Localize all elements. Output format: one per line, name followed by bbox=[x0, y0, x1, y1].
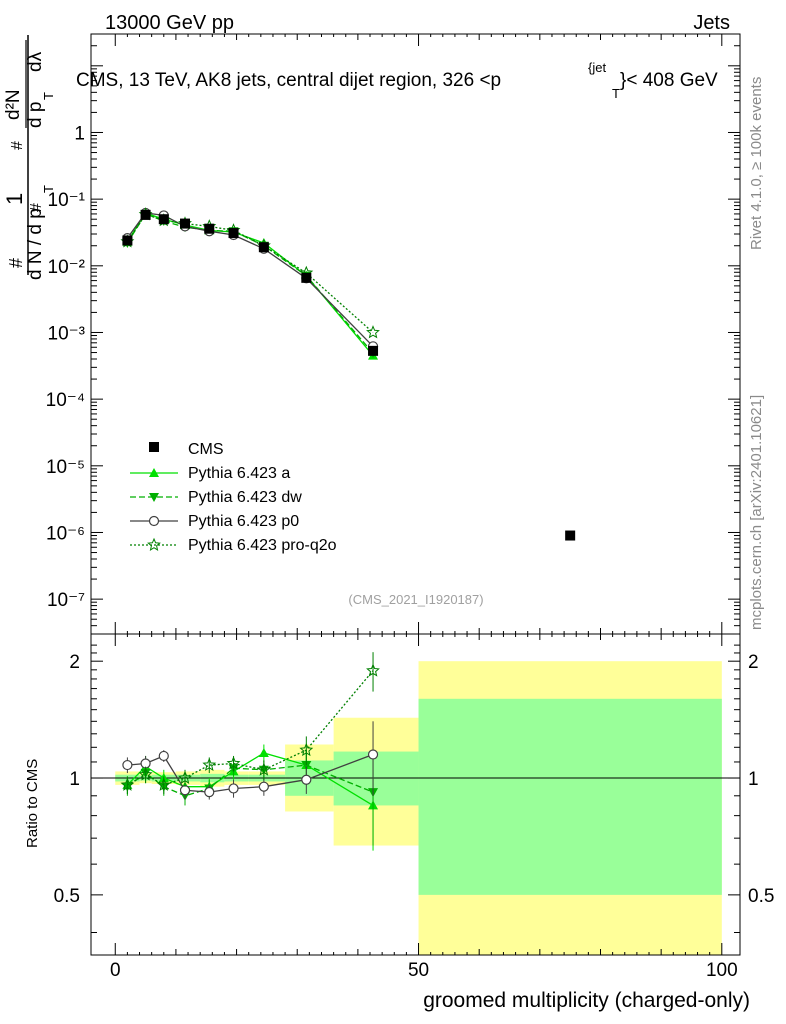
data-point-star bbox=[256, 762, 271, 776]
data-point-cms bbox=[149, 442, 159, 452]
data-point-tri-down bbox=[149, 493, 159, 502]
ratio-y-tick-label: 1 bbox=[69, 769, 80, 790]
ratio-y-tick-label-right: 1 bbox=[748, 769, 759, 790]
data-point-tri-up bbox=[149, 468, 159, 477]
y-tick-label: 10⁻² bbox=[48, 257, 86, 278]
y-tick-label: 10⁻⁷ bbox=[47, 590, 85, 611]
plot-title-subscript: T bbox=[612, 86, 620, 101]
data-point-cms bbox=[301, 272, 312, 283]
data-point-cms bbox=[368, 345, 379, 356]
legend: CMS Pythia 6.423 a Pythia 6.423 dw Pythia 6… bbox=[130, 441, 337, 554]
y-tick-label: 10⁻¹ bbox=[48, 190, 86, 211]
plot-title: CMS, 13 TeV, AK8 jets, central dijet reg… bbox=[76, 60, 718, 101]
ylabel-numerator-den: d p bbox=[25, 102, 46, 128]
series-line bbox=[126, 212, 374, 357]
y-tick-label: 1 bbox=[74, 123, 85, 144]
data-point-cms bbox=[204, 223, 215, 234]
ylabel-denominator: d N / d p bbox=[25, 208, 46, 280]
y-tick-label: 10⁻⁴ bbox=[46, 390, 85, 411]
series-line bbox=[126, 212, 374, 347]
series-line bbox=[126, 213, 374, 333]
ylabel-numerator-den-sub: T bbox=[41, 92, 56, 100]
plot-title-tail: }< 408 GeV bbox=[620, 70, 718, 91]
ylabel-denominator-sub: T bbox=[41, 185, 56, 193]
ratio-y-axis-label: Ratio to CMS bbox=[24, 759, 41, 848]
legend-label: Pythia 6.423 pro-q2o bbox=[188, 537, 337, 554]
data-point-circle bbox=[122, 759, 133, 771]
rivet-version-label: Rivet 4.1.0, ≥ 100k events bbox=[748, 77, 765, 250]
data-point-star bbox=[299, 742, 314, 757]
data-point-star bbox=[138, 767, 153, 781]
x-tick-label: 100 bbox=[706, 960, 738, 981]
y-tick-label: 10⁻⁶ bbox=[46, 523, 85, 544]
series-line bbox=[126, 213, 374, 354]
header-right-label: Jets bbox=[693, 12, 730, 34]
data-point-circle bbox=[204, 786, 215, 798]
ratio-y-tick-label-right: 2 bbox=[748, 652, 759, 673]
ylabel-hash-3: # bbox=[9, 141, 26, 150]
data-point-star bbox=[120, 777, 135, 791]
data-point-star bbox=[178, 770, 192, 784]
analysis-id-label: (CMS_2021_I1920187) bbox=[348, 592, 483, 607]
data-point-star bbox=[156, 777, 171, 791]
data-point-star bbox=[366, 663, 380, 677]
upper-panel: 1 10⁻¹ 10⁻² 10⁻³ 10⁻⁴ 10⁻⁵ 10⁻⁶ 10⁻⁷ bbox=[46, 33, 741, 635]
data-point-cms bbox=[180, 218, 191, 229]
data-point-circle bbox=[148, 515, 160, 527]
legend-label: Pythia 6.423 a bbox=[188, 465, 290, 482]
ratio-band-green bbox=[418, 698, 722, 895]
data-point-tri-down bbox=[301, 761, 312, 771]
data-point-star bbox=[147, 537, 161, 551]
data-point-star bbox=[366, 325, 380, 339]
ratio-y-tick-label-right: 0.5 bbox=[748, 886, 774, 907]
data-point-star bbox=[202, 757, 217, 771]
y-tick-label: 10⁻³ bbox=[48, 323, 86, 344]
data-point-tri-up bbox=[258, 748, 269, 758]
plot-title-superscript: {jet bbox=[588, 60, 606, 75]
data-point-circle bbox=[179, 785, 191, 796]
ratio-frame bbox=[90, 633, 741, 956]
ratio-panel: 0.5 0.5 1 1 2 2 bbox=[54, 633, 774, 956]
data-point-circle bbox=[258, 781, 269, 792]
data-point-circle bbox=[228, 783, 239, 794]
plot-title-main: CMS, 13 TeV, AK8 jets, central dijet reg… bbox=[76, 70, 501, 91]
x-tick-label: 50 bbox=[408, 960, 429, 981]
data-point-cms bbox=[140, 209, 151, 220]
ratio-y-tick-label: 0.5 bbox=[54, 886, 80, 907]
ylabel-one: 1 bbox=[2, 193, 27, 205]
data-point-circle bbox=[367, 749, 379, 760]
data-point-circle bbox=[301, 774, 312, 785]
ylabel-hash-1: # bbox=[6, 258, 26, 268]
mcplots-label: mcplots.cern.ch [arXiv:2401.10621] bbox=[748, 395, 765, 630]
data-point-cms bbox=[122, 235, 133, 246]
data-point-star bbox=[226, 756, 241, 770]
x-axis-label: groomed multiplicity (charged-only) bbox=[423, 989, 750, 1012]
ylabel-lambda: dλ bbox=[25, 51, 46, 72]
data-point-cms bbox=[158, 214, 169, 225]
header-left-label: 13000 GeV pp bbox=[105, 12, 234, 34]
legend-label: CMS bbox=[188, 441, 224, 458]
x-tick-label: 0 bbox=[110, 960, 121, 981]
data-point-cms bbox=[565, 530, 576, 541]
legend-label: Pythia 6.423 p0 bbox=[188, 513, 299, 530]
y-tick-label: 10⁻⁵ bbox=[46, 457, 85, 478]
data-point-cms bbox=[258, 242, 269, 253]
legend-label: Pythia 6.423 dw bbox=[188, 489, 302, 506]
data-point-cms bbox=[228, 228, 239, 239]
ratio-y-tick-label: 2 bbox=[69, 652, 80, 673]
upper-y-axis-label: 1 d N / d p T # # d²N d p T dλ # bbox=[2, 35, 56, 280]
data-point-circle bbox=[158, 750, 169, 762]
ylabel-numerator: d²N bbox=[3, 89, 24, 120]
ylabel-hash-2: # bbox=[28, 203, 45, 212]
